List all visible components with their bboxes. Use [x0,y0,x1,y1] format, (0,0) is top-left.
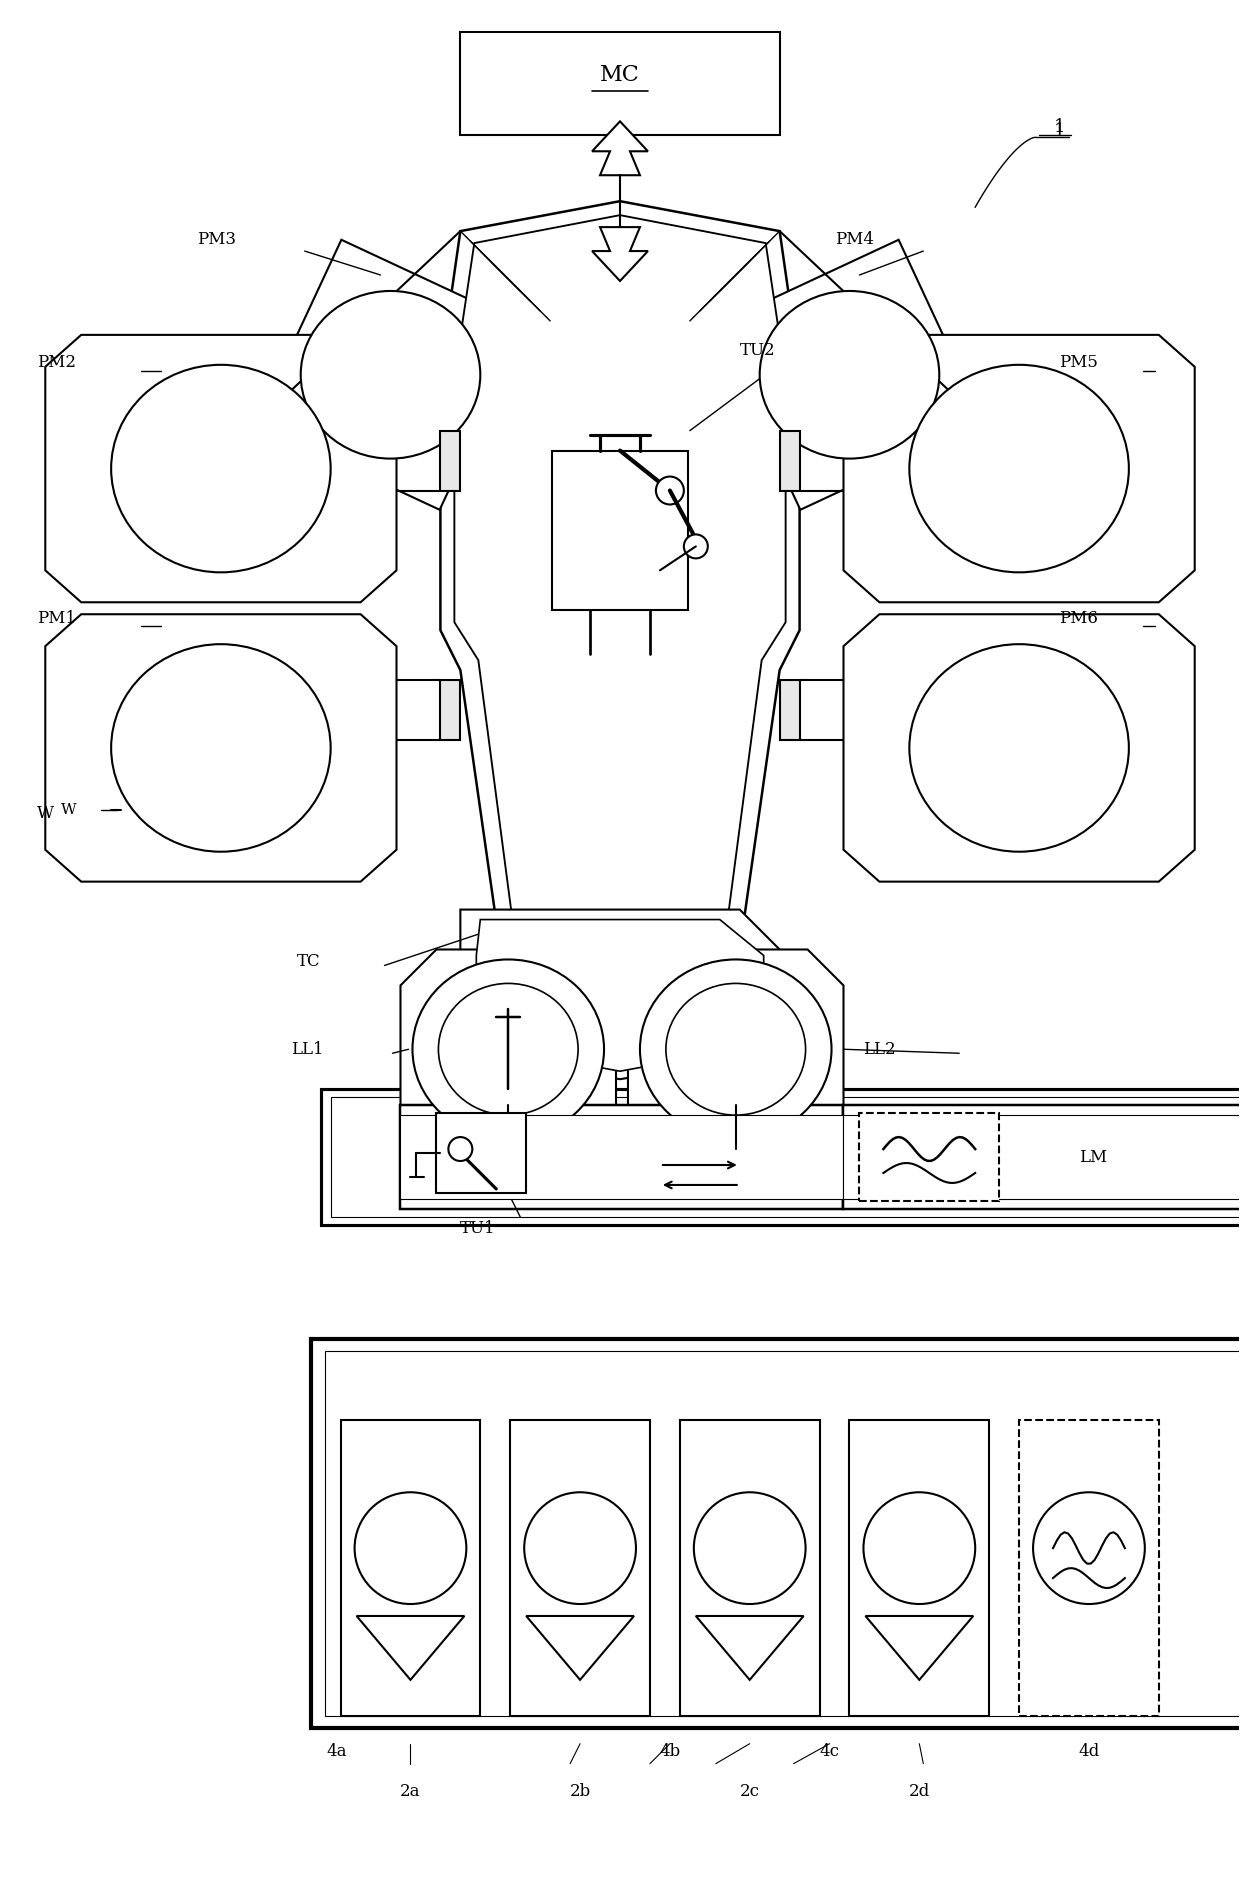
Bar [843,1115,1240,1200]
Polygon shape [255,240,526,510]
Ellipse shape [683,535,708,559]
Ellipse shape [640,960,832,1139]
Ellipse shape [439,984,578,1115]
Polygon shape [46,334,397,603]
Bar [436,1113,526,1194]
Text: MC: MC [600,64,640,87]
Ellipse shape [694,1492,806,1604]
Text: 1: 1 [1053,119,1065,136]
Polygon shape [591,121,649,176]
Ellipse shape [656,476,683,504]
Polygon shape [843,334,1194,603]
Polygon shape [714,240,985,510]
Ellipse shape [1033,1492,1145,1604]
Text: 4d: 4d [1079,1744,1100,1761]
Polygon shape [843,614,1194,882]
Polygon shape [440,680,460,740]
Polygon shape [780,680,800,740]
Ellipse shape [413,960,604,1139]
Text: W: W [61,803,77,816]
Ellipse shape [301,291,480,459]
Text: 2c: 2c [740,1783,760,1800]
Polygon shape [696,1615,804,1679]
Bar [331,1098,1240,1217]
Ellipse shape [666,984,806,1115]
Polygon shape [526,1615,634,1679]
Text: W: W [37,805,55,822]
Bar [680,1421,820,1715]
Text: TU2: TU2 [740,342,775,359]
Text: 2a: 2a [401,1783,420,1800]
Polygon shape [440,200,800,999]
Bar [510,1421,650,1715]
Polygon shape [454,215,786,977]
Ellipse shape [112,365,331,572]
Bar [849,1421,990,1715]
Text: 1: 1 [1053,123,1065,140]
Ellipse shape [909,365,1128,572]
Text: 4a: 4a [326,1744,347,1761]
Text: 4c: 4c [820,1744,839,1761]
Text: LL2: LL2 [863,1041,897,1058]
Polygon shape [780,431,800,491]
Text: PM3: PM3 [197,230,236,247]
Text: 4b: 4b [660,1744,681,1761]
Ellipse shape [355,1492,466,1604]
Text: PM4: PM4 [836,230,874,247]
Text: LL1: LL1 [290,1041,324,1058]
Bar [325,1351,1240,1715]
Ellipse shape [909,644,1128,852]
Text: 2d: 2d [909,1783,930,1800]
Polygon shape [46,614,397,882]
Polygon shape [460,910,780,1079]
Polygon shape [591,227,649,281]
Bar [859,1113,999,1201]
Bar [460,32,780,136]
Bar [321,1090,1240,1224]
Ellipse shape [525,1492,636,1604]
Ellipse shape [112,644,331,852]
Text: TC: TC [296,952,320,969]
Ellipse shape [863,1492,975,1604]
Bar [552,451,688,610]
Ellipse shape [449,1137,472,1162]
Text: PM2: PM2 [37,355,77,372]
Polygon shape [866,1615,973,1679]
Text: TU1: TU1 [460,1220,496,1237]
Polygon shape [357,1615,464,1679]
Text: PM5: PM5 [1059,355,1097,372]
Text: 2b: 2b [569,1783,590,1800]
Polygon shape [476,920,764,1071]
Bar [1019,1421,1159,1715]
Bar [311,1339,1240,1728]
Polygon shape [627,950,843,1149]
Ellipse shape [760,291,939,459]
Text: LM: LM [1079,1149,1107,1166]
Bar [341,1421,480,1715]
Bar [843,1105,1240,1209]
Bar [401,1115,843,1200]
Text: PM6: PM6 [1059,610,1097,627]
Polygon shape [440,431,460,491]
Bar [401,1105,843,1209]
Polygon shape [401,950,616,1149]
Text: PM1: PM1 [37,610,77,627]
